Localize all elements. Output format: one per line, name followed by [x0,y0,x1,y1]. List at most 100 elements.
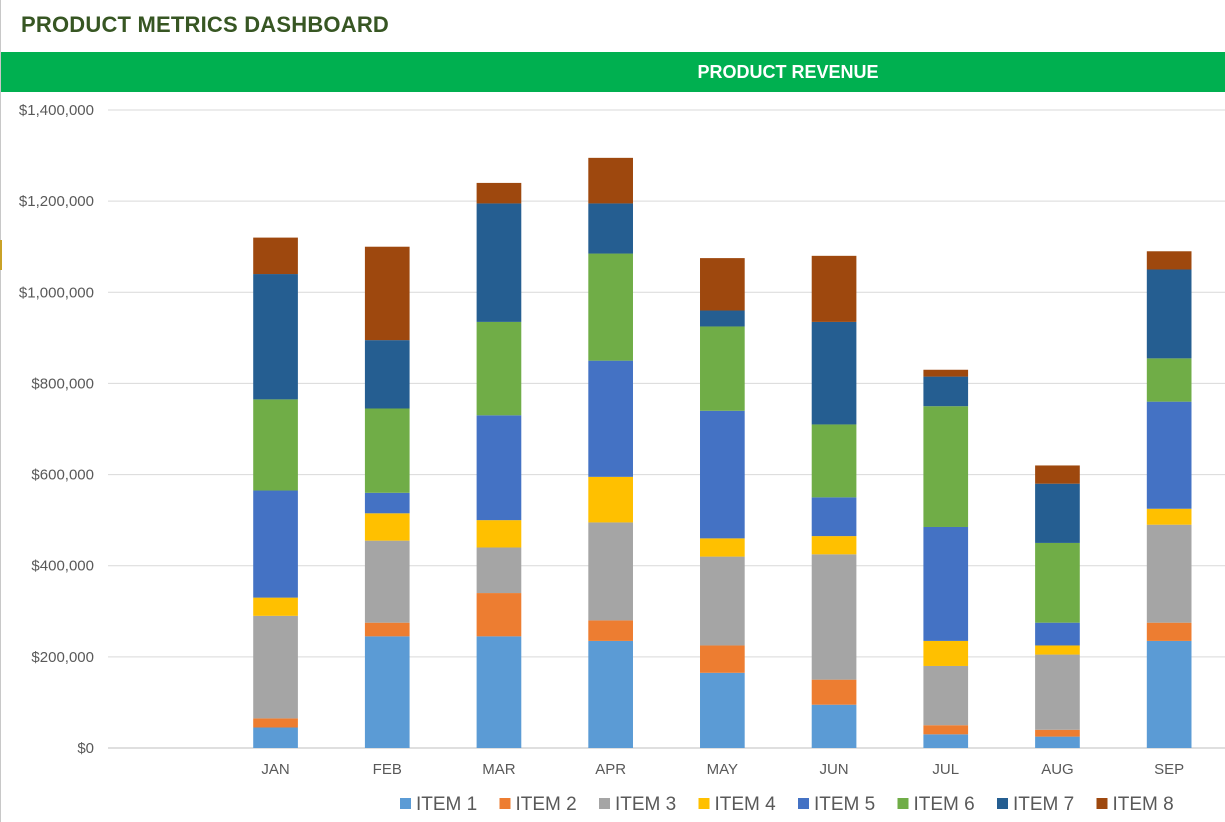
bar-segment-feb-item-3[interactable] [364,540,410,623]
bar-segment-apr-item-2[interactable] [588,620,633,641]
bar-segment-sep-item-7[interactable] [1146,269,1192,359]
legend-label: ITEM 3 [615,794,676,815]
bar-segment-may-item-1[interactable] [700,672,745,748]
bar-segment-jul-item-4[interactable] [923,640,969,666]
bar-segment-mar-item-8[interactable] [476,182,522,204]
bar-segment-mar-item-1[interactable] [476,636,522,748]
legend-swatch [1096,798,1108,809]
chart-title: PRODUCT REVENUE [697,62,879,82]
bar-segment-jul-item-3[interactable] [923,665,969,726]
legend-swatch [997,798,1008,809]
bar-segment-jul-item-6[interactable] [923,406,969,527]
bar-segment-jun-item-7[interactable] [811,321,857,425]
bar-segment-sep-item-1[interactable] [1146,640,1192,748]
y-tick-label: $0 [77,740,94,757]
y-tick-label: $600,000 [31,467,94,484]
bar-segment-jan-item-4[interactable] [253,597,298,616]
bar-segment-mar-item-6[interactable] [476,321,522,416]
legend[interactable]: ITEM 1 ITEM 2 ITEM 3 ITEM 4 ITEM 5 ITEM 6 ITEM… [400,794,1174,815]
bar-segment-may-item-7[interactable] [700,310,745,327]
bar-segment-aug-item-1[interactable] [1035,736,1080,748]
bar-segment-feb-item-6[interactable] [364,408,410,493]
bar-segment-jul-item-2[interactable] [923,725,969,735]
bar-segment-aug-item-2[interactable] [1035,729,1080,737]
bar-segment-apr-item-7[interactable] [588,203,633,254]
legend-label: ITEM 8 [1113,794,1174,815]
legend-label: ITEM 6 [914,794,975,815]
bar-segment-may-item-5[interactable] [700,410,745,539]
bar-segment-aug-item-4[interactable] [1035,645,1080,655]
bar-segment-mar-item-3[interactable] [476,547,522,594]
bar-segment-jun-item-5[interactable] [811,497,857,537]
bar-segment-sep-item-5[interactable] [1146,401,1192,509]
bar-segment-feb-item-5[interactable] [364,492,410,514]
x-tick-label: MAY [707,761,738,778]
y-tick-label: $400,000 [31,558,94,575]
bar-segment-jun-item-6[interactable] [811,424,857,498]
bar-segment-jan-item-8[interactable] [253,237,298,275]
bar-segment-feb-item-7[interactable] [364,340,410,409]
bar-segment-feb-item-1[interactable] [364,636,410,748]
bar-segment-jan-item-7[interactable] [253,274,298,400]
legend-swatch [897,798,909,809]
legend-swatch [599,798,610,809]
bar-segment-jul-item-7[interactable] [923,376,969,407]
legend-swatch [698,798,710,809]
bar-segment-jun-item-1[interactable] [811,704,857,748]
bar-segment-aug-item-5[interactable] [1035,622,1080,646]
bar-segment-sep-item-6[interactable] [1146,358,1192,402]
bar-segment-jan-item-5[interactable] [253,490,298,598]
product-revenue-chart: $0 $200,000 $400,000 $600,000 $800,000 $1,000… [19,102,1225,815]
bar-segment-jul-item-1[interactable] [923,734,969,748]
x-axis-tick-labels: JAN FEB MAR APR MAY JUN JUL AUG SEP [261,761,1184,778]
bar-segment-sep-item-4[interactable] [1146,508,1192,525]
bar-segment-may-item-4[interactable] [700,538,745,557]
bar-segment-feb-item-8[interactable] [364,246,410,341]
legend-label: ITEM 4 [715,794,777,815]
bar-segment-mar-item-7[interactable] [476,203,522,322]
bar-segment-jun-item-3[interactable] [811,554,857,680]
bar-segment-aug-item-6[interactable] [1035,542,1080,623]
bar-segment-jun-item-4[interactable] [811,536,857,555]
bar-segment-apr-item-4[interactable] [588,476,633,523]
bar-segment-jul-item-8[interactable] [923,369,969,377]
bar-segment-mar-item-4[interactable] [476,520,522,548]
bar-segment-aug-item-3[interactable] [1035,654,1080,730]
x-tick-label: JUN [819,761,848,778]
bar-segment-may-item-3[interactable] [700,556,745,646]
bar-segment-mar-item-5[interactable] [476,415,522,521]
bar-segment-apr-item-5[interactable] [588,360,633,477]
bar-segment-apr-item-3[interactable] [588,522,633,621]
bar-segment-apr-item-8[interactable] [588,157,633,204]
bar-segment-mar-item-2[interactable] [476,593,522,637]
bar-segment-jan-item-2[interactable] [253,718,298,728]
chart-title-banner: PRODUCT REVENUE [1,52,1225,92]
legend-label: ITEM 1 [416,794,477,815]
bar-segment-jan-item-3[interactable] [253,615,298,719]
left-edge-line [0,0,1,822]
y-axis-tick-labels: $0 $200,000 $400,000 $600,000 $800,000 $1,000… [19,102,94,757]
bar-segment-sep-item-3[interactable] [1146,524,1192,623]
bar-segment-feb-item-2[interactable] [364,622,410,637]
bar-segment-aug-item-7[interactable] [1035,483,1080,543]
legend-label: ITEM 2 [516,794,577,815]
x-tick-label: SEP [1154,761,1184,778]
bar-segment-aug-item-8[interactable] [1035,465,1080,484]
bar-segment-sep-item-8[interactable] [1146,251,1192,270]
bar-segment-may-item-8[interactable] [700,258,745,311]
bar-segment-jun-item-8[interactable] [811,255,857,322]
bar-segment-may-item-2[interactable] [700,645,745,673]
bar-segment-jun-item-2[interactable] [811,679,857,705]
bar-segment-jan-item-1[interactable] [253,727,298,748]
legend-label: ITEM 7 [1013,794,1074,815]
bar-segment-jul-item-5[interactable] [923,526,969,641]
x-tick-label: MAR [482,761,516,778]
legend-swatch [400,798,411,809]
bar-segment-apr-item-1[interactable] [588,640,633,748]
bar-segment-may-item-6[interactable] [700,326,745,411]
bar-segment-sep-item-2[interactable] [1146,622,1192,641]
bar-segment-jan-item-6[interactable] [253,399,298,491]
dashboard-title: PRODUCT METRICS DASHBOARD [21,12,389,37]
bar-segment-apr-item-6[interactable] [588,253,633,361]
bar-segment-feb-item-4[interactable] [364,513,410,541]
